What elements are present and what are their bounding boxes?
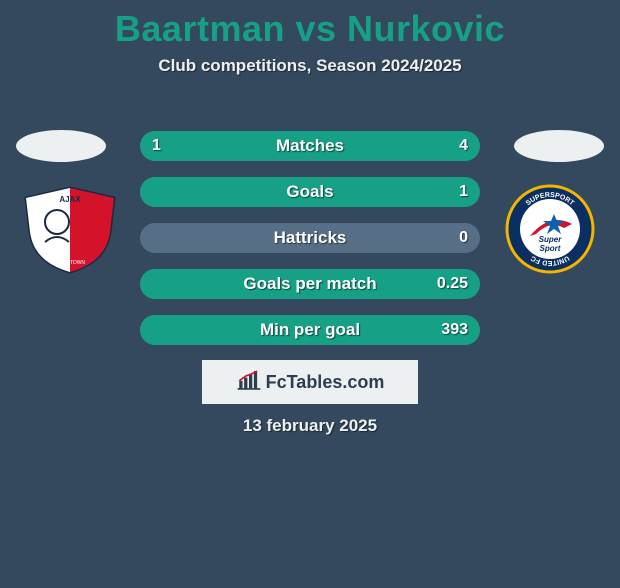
stat-value-right: 0: [459, 223, 468, 253]
stat-value-left: 1: [152, 131, 161, 161]
stat-label: Min per goal: [140, 315, 480, 345]
stat-value-right: 1: [459, 177, 468, 207]
stat-value-right: 4: [459, 131, 468, 161]
stat-label: Hattricks: [140, 223, 480, 253]
date-line: 13 february 2025: [0, 416, 620, 436]
club-logo-left: AJAX CAPE TOWN: [20, 184, 120, 274]
svg-text:CAPE TOWN: CAPE TOWN: [55, 260, 85, 266]
stat-label: Matches: [140, 131, 480, 161]
stat-label: Goals: [140, 177, 480, 207]
stat-label: Goals per match: [140, 269, 480, 299]
brand-box[interactable]: FcTables.com: [202, 360, 418, 404]
page-title: Baartman vs Nurkovic: [0, 8, 620, 50]
stat-row: Min per goal393: [140, 315, 480, 345]
stats-container: Matches14Goals1Hattricks0Goals per match…: [140, 131, 480, 345]
svg-text:AJAX: AJAX: [59, 195, 81, 204]
stat-value-right: 393: [441, 315, 468, 345]
stat-row: Goals per match0.25: [140, 269, 480, 299]
player-right-placeholder: [514, 130, 604, 162]
club-logo-right: SUPERSPORT UNITED FC Super Sport: [500, 184, 600, 274]
subtitle: Club competitions, Season 2024/2025: [0, 56, 620, 76]
svg-text:Sport: Sport: [540, 244, 561, 253]
stat-value-right: 0.25: [437, 269, 468, 299]
svg-text:Super: Super: [539, 235, 563, 244]
stat-row: Hattricks0: [140, 223, 480, 253]
player-left-placeholder: [16, 130, 106, 162]
stat-row: Goals1: [140, 177, 480, 207]
stat-row: Matches1 4: [140, 131, 480, 161]
brand-label: FcTables.com: [266, 372, 385, 393]
chart-icon: [236, 369, 262, 396]
